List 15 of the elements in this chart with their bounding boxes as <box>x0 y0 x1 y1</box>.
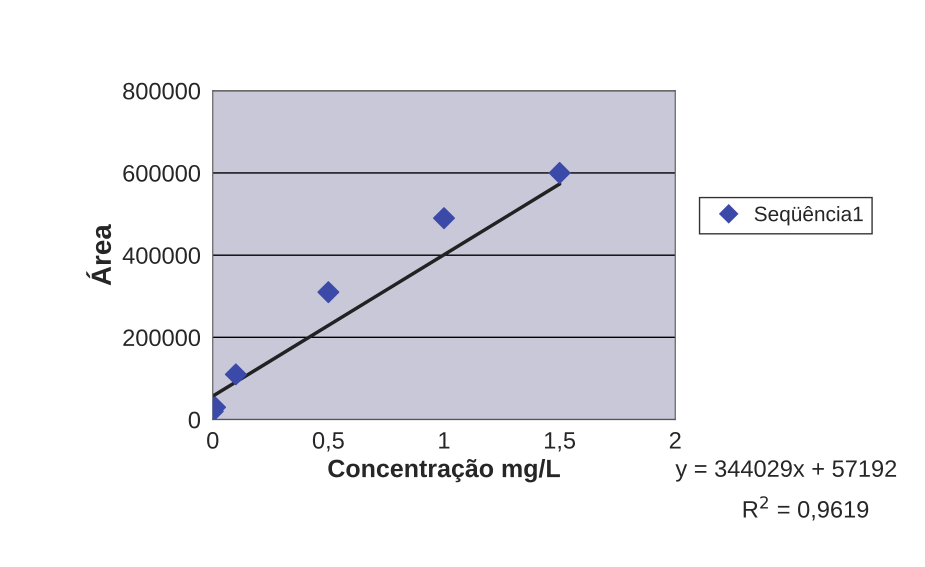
y-tick-label: 800000 <box>123 82 200 100</box>
x-tick-label: 1 <box>439 432 450 448</box>
x-axis-title: Concentração mg/L <box>328 458 560 482</box>
legend-label: Seqüência1 <box>754 206 863 226</box>
x-tick-label: 2 <box>670 432 681 448</box>
y-tick-label: 0 <box>188 412 200 428</box>
y-tick-label: 200000 <box>123 329 200 346</box>
y-axis-title: Área <box>86 224 112 286</box>
x-tick-label: 0,5 <box>312 432 344 452</box>
text: R$^{2}$ = 0,9619 <box>744 496 868 521</box>
x-tick-label: 1,5 <box>545 432 576 452</box>
x-tick-label: 0 <box>207 432 218 449</box>
y-tick-label: 600000 <box>123 165 200 182</box>
text: y = 344029x + 57192 <box>675 460 896 482</box>
y-tick-label: 400000 <box>122 247 200 264</box>
